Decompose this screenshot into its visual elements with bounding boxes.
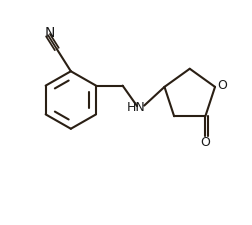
Text: O: O bbox=[216, 79, 226, 92]
Text: N: N bbox=[44, 26, 55, 40]
Text: O: O bbox=[200, 136, 209, 149]
Text: HN: HN bbox=[126, 101, 145, 114]
